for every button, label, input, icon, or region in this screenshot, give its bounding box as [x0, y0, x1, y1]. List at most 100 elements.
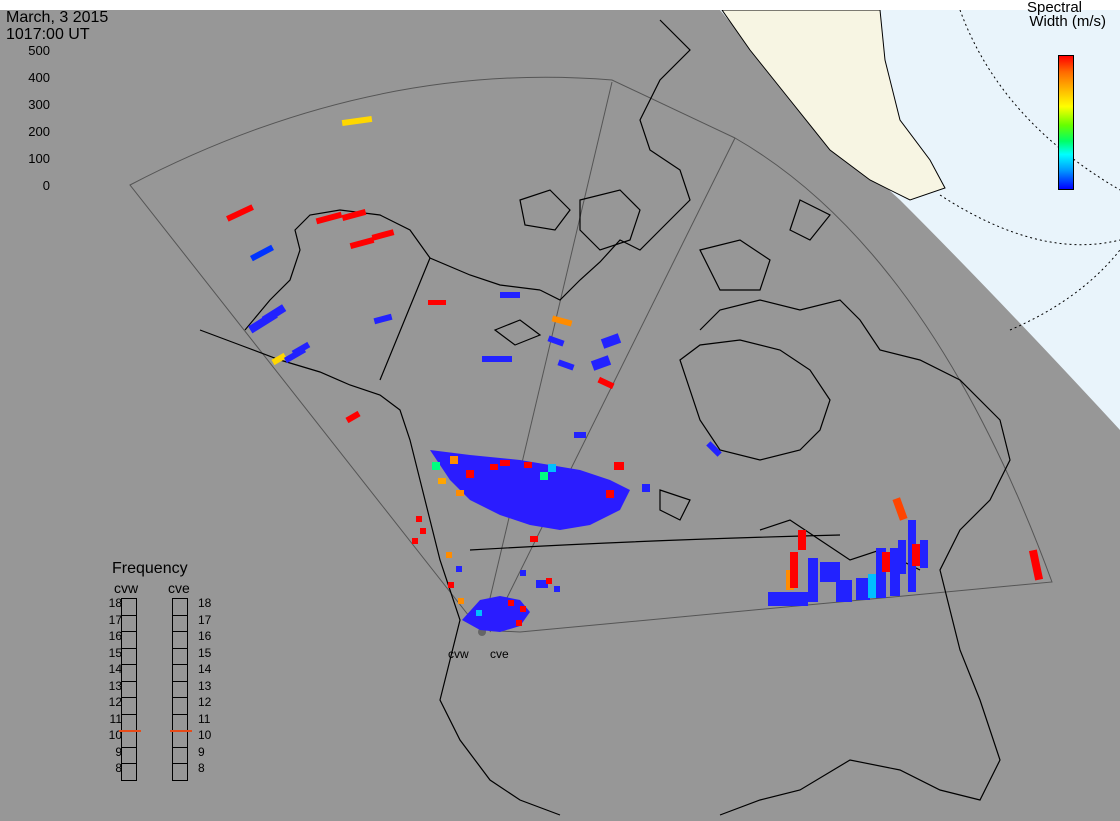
echo — [508, 600, 514, 606]
echo — [448, 582, 454, 588]
coastlines — [199, 19, 1011, 816]
frequency-tick: 13 — [108, 678, 122, 693]
frequency-tick: 15 — [198, 645, 212, 660]
frequency-box — [172, 614, 188, 632]
echo — [349, 236, 375, 250]
frequency-box — [172, 631, 188, 649]
frequency-box — [121, 730, 137, 748]
echo — [520, 606, 526, 612]
frequency-tick: 16 — [198, 629, 212, 643]
echo — [371, 229, 395, 241]
echo — [614, 462, 624, 470]
frequency-marker — [170, 730, 192, 732]
echo — [341, 115, 373, 127]
colorbar-title-line1: Spectral — [1026, 0, 1082, 16]
frequency-tick: 14 — [198, 662, 212, 676]
frequency-tick: 8 — [115, 761, 122, 775]
echo — [606, 490, 614, 498]
frequency-box — [121, 614, 137, 632]
colorbar-gradient — [1058, 55, 1074, 190]
radar-label-cvw: cvw — [448, 647, 469, 661]
echo — [547, 335, 565, 347]
echo — [271, 352, 287, 366]
echo — [920, 540, 928, 568]
frequency-title: Frequency — [112, 560, 188, 577]
echo — [450, 456, 458, 464]
echo — [898, 540, 906, 574]
echo — [798, 530, 806, 550]
frequency-tick: 12 — [198, 695, 212, 709]
frequency-box — [121, 697, 137, 715]
fov-beam-edge — [481, 81, 613, 633]
frequency-tick: 13 — [198, 678, 212, 693]
echo — [546, 578, 552, 584]
frequency-tick: 8 — [198, 761, 205, 775]
echo-cluster — [430, 450, 630, 530]
frequency-box — [121, 680, 137, 698]
latitude-arc — [939, 194, 1120, 246]
frequency-tick: 17 — [198, 612, 212, 627]
echo — [249, 244, 275, 262]
echo — [551, 315, 573, 327]
frequency-tick: 16 — [108, 629, 122, 643]
echo — [500, 460, 510, 466]
frequency-box — [121, 713, 137, 731]
frequency-box — [121, 598, 137, 616]
radar-label-cve: cve — [490, 647, 509, 661]
echo — [768, 592, 808, 606]
frequency-box — [121, 647, 137, 665]
echo — [890, 548, 900, 596]
frequency-tick: 10 — [108, 728, 122, 742]
frequency-tick: 12 — [108, 695, 122, 709]
echo — [476, 610, 482, 616]
scatter-echoes — [226, 115, 1044, 632]
echo — [345, 410, 361, 424]
frequency-tick: 9 — [115, 744, 122, 759]
echo — [876, 548, 886, 598]
echo — [456, 490, 464, 496]
echo — [642, 484, 650, 492]
echo — [500, 292, 520, 298]
frequency-tick: 18 — [108, 596, 122, 610]
echo — [466, 470, 474, 478]
map-date: March, 3 2015 — [6, 9, 109, 26]
colorbar-tick: 0 — [42, 178, 50, 193]
frequency-tick: 17 — [108, 612, 122, 627]
echo — [438, 478, 446, 484]
colorbar-tick: 300 — [28, 97, 50, 112]
echo — [574, 432, 586, 438]
colorbar-tick: 200 — [28, 124, 50, 139]
echo — [456, 566, 462, 572]
echo — [808, 558, 818, 602]
echo — [520, 570, 526, 576]
frequency-box — [172, 664, 188, 682]
frequency-box — [172, 680, 188, 698]
echo — [458, 598, 464, 604]
echo — [590, 355, 612, 371]
echo — [428, 300, 446, 305]
frequency-tick: 9 — [198, 744, 205, 759]
frequency-box — [121, 746, 137, 764]
echo — [557, 359, 575, 371]
echo — [1028, 549, 1044, 581]
echo — [315, 211, 343, 225]
latitude-arc — [1009, 249, 1120, 331]
frequency-tick: 14 — [108, 662, 122, 676]
echo — [341, 208, 367, 222]
echo — [856, 578, 870, 600]
frequency-box — [121, 763, 137, 781]
frequency-tick: 18 — [198, 596, 212, 610]
echo — [600, 333, 622, 349]
echo — [706, 441, 722, 457]
frequency-box — [121, 631, 137, 649]
frequency-box — [172, 647, 188, 665]
echo — [548, 464, 556, 472]
frequency-box — [172, 730, 188, 748]
daylight-region — [721, 10, 946, 201]
colorbar-tick: 100 — [28, 151, 50, 166]
frequency-box — [172, 697, 188, 715]
echo — [420, 528, 426, 534]
echo — [597, 376, 615, 390]
echo — [540, 472, 548, 480]
frequency-tick: 15 — [108, 645, 122, 660]
